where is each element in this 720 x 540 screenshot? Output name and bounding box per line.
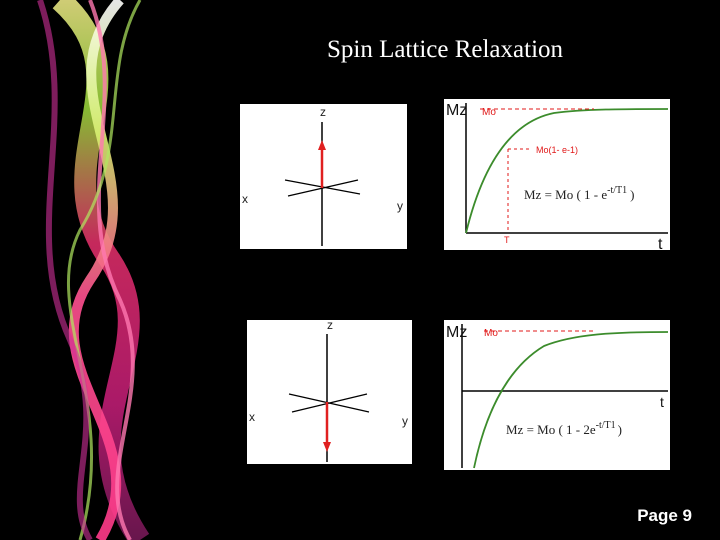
t-axis-label: t <box>658 236 663 250</box>
page-number: Page 9 <box>637 506 692 525</box>
slide-title: Spin Lattice Relaxation <box>326 36 564 63</box>
axes-diagram-top: z x y <box>240 104 407 249</box>
decorative-ribbon-graphic <box>37 0 150 540</box>
vector-arrowhead-down <box>323 442 331 452</box>
x-axis-label: x <box>242 192 248 206</box>
recovery-curve <box>473 331 669 469</box>
t-axis-label: t <box>660 394 664 410</box>
equation-bottom: Mz = Mo ( 1 - 2e-t/T1) <box>506 420 622 437</box>
m0-label: Mo <box>482 107 496 118</box>
t1-tick-label: T <box>504 235 510 245</box>
equation-top: Mz = Mo ( 1 - e-t/T1) <box>524 185 635 202</box>
recovery-curve <box>465 108 669 234</box>
z-axis-label: z <box>327 320 333 332</box>
mz-axis-label: Mz <box>446 324 467 341</box>
y-axis-label: y <box>402 414 408 428</box>
m0-label: Mo <box>484 328 498 339</box>
axes-diagram-bottom: z x y <box>247 320 412 464</box>
vector-arrowhead-up <box>318 140 326 150</box>
relaxation-graph-bottom: Mz t Mo Mz = Mo ( 1 - 2e-t/T1) <box>444 320 670 470</box>
relaxation-graph-top: Mz t Mo Mo(1- e-1) T Mz = Mo ( 1 - e-t/T… <box>444 99 670 250</box>
y-axis-line <box>291 393 368 413</box>
t1-value-label: Mo(1- e-1) <box>536 145 578 155</box>
mz-axis-label: Mz <box>446 102 467 119</box>
x-axis-label: x <box>249 410 255 424</box>
z-axis-label: z <box>320 105 326 119</box>
y-axis-label: y <box>397 199 403 213</box>
